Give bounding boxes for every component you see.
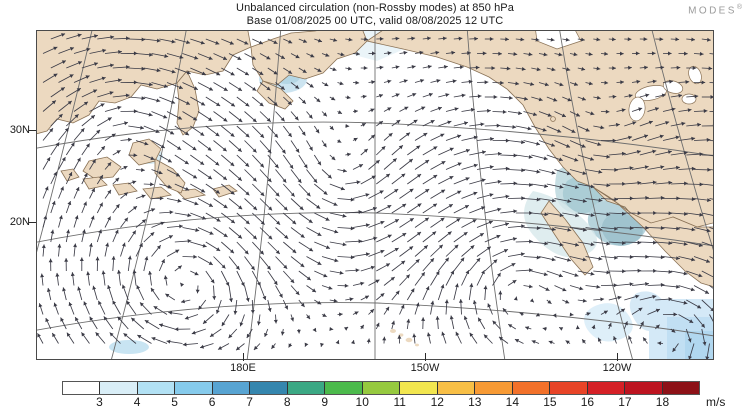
- colorbar-segment-14: [513, 382, 550, 394]
- colorbar-segment-12: [438, 382, 475, 394]
- colorbar-segment-18: [663, 382, 699, 394]
- chart-title-line1: Unbalanced circulation (non-Rossby modes…: [0, 2, 750, 15]
- colorbar-tick-13: 13: [455, 395, 495, 409]
- map-plot-area: [36, 30, 714, 360]
- modes-watermark-mark: ®: [737, 4, 742, 11]
- xtick-mark-120w: [617, 353, 618, 361]
- xtick-label-150w: 150W: [395, 362, 455, 374]
- colorbar-segment-9: [325, 382, 362, 394]
- xtick-mark-180e: [243, 353, 244, 361]
- colorbar-segment-8: [288, 382, 325, 394]
- ytick-mark-20n: [29, 222, 36, 223]
- colorbar-tick-6: 6: [192, 395, 232, 409]
- colorbar-tick-10: 10: [342, 395, 382, 409]
- xtick-label-120w: 120W: [587, 362, 647, 374]
- colorbar-segment-6: [213, 382, 250, 394]
- colorbar-tick-12: 12: [417, 395, 457, 409]
- colorbar-tick-4: 4: [117, 395, 157, 409]
- modes-watermark-text: MODES: [688, 5, 737, 16]
- colorbar[interactable]: [62, 381, 700, 395]
- colorbar-tick-16: 16: [567, 395, 607, 409]
- colorbar-units-label: m/s: [706, 395, 725, 409]
- xtick-label-180e: 180E: [213, 362, 273, 374]
- ytick-mark-30n: [29, 130, 36, 131]
- colorbar-segment-5: [175, 382, 212, 394]
- colorbar-tick-3: 3: [80, 395, 120, 409]
- colorbar-segment-13: [475, 382, 512, 394]
- modes-watermark: MODES®: [688, 4, 742, 16]
- map-canvas: [37, 31, 714, 360]
- colorbar-tick-8: 8: [267, 395, 307, 409]
- colorbar-segment-2: [63, 382, 100, 394]
- colorbar-segment-10: [363, 382, 400, 394]
- ytick-label-30n: 30N: [0, 124, 30, 136]
- chart-title-line2: Base 01/08/2025 00 UTC, valid 08/08/2025…: [0, 15, 750, 28]
- colorbar-tick-17: 17: [605, 395, 645, 409]
- colorbar-segment-11: [400, 382, 437, 394]
- colorbar-tick-18: 18: [642, 395, 682, 409]
- colorbar-segment-15: [550, 382, 587, 394]
- colorbar-tick-7: 7: [230, 395, 270, 409]
- colorbar-tick-15: 15: [530, 395, 570, 409]
- ytick-label-20n: 20N: [0, 216, 30, 228]
- colorbar-segment-4: [138, 382, 175, 394]
- colorbar-segment-7: [250, 382, 287, 394]
- colorbar-tick-9: 9: [305, 395, 345, 409]
- colorbar-segment-3: [100, 382, 137, 394]
- colorbar-tick-11: 11: [380, 395, 420, 409]
- xtick-mark-150w: [425, 353, 426, 361]
- chart-title-block: Unbalanced circulation (non-Rossby modes…: [0, 2, 750, 28]
- colorbar-tick-5: 5: [155, 395, 195, 409]
- colorbar-segment-17: [625, 382, 662, 394]
- colorbar-tick-14: 14: [492, 395, 532, 409]
- colorbar-segment-16: [588, 382, 625, 394]
